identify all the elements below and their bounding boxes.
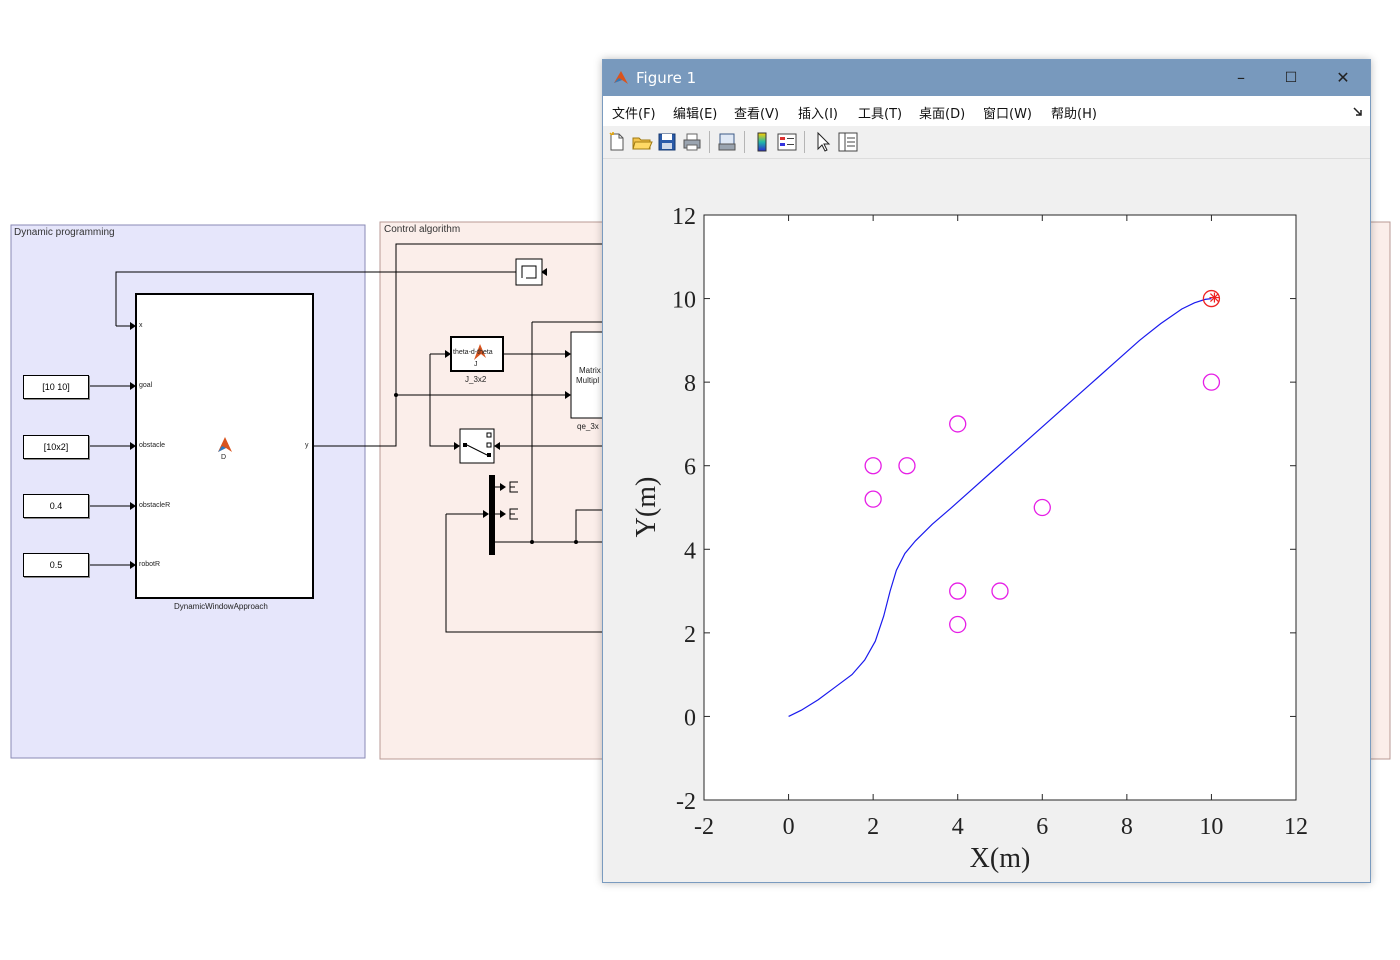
- obstacle-marker: [949, 582, 967, 600]
- constant-obstacleR-value: 0.4: [49, 501, 63, 511]
- minimize-button[interactable]: –: [1237, 68, 1245, 87]
- x-tick-label: 10: [1199, 814, 1223, 840]
- memory-block[interactable]: [515, 258, 543, 286]
- close-button[interactable]: ✕: [1336, 68, 1350, 87]
- menu-window[interactable]: 窗口(W): [983, 107, 1032, 122]
- constant-goal-value: [10 10]: [42, 382, 70, 392]
- x-axis-label: X(m): [970, 843, 1031, 874]
- y-tick-label: 12: [672, 204, 696, 230]
- dp-area-title: Dynamic programming: [14, 227, 115, 238]
- matrix-block-line1: Matrix: [579, 366, 601, 375]
- obstacle-marker: [898, 457, 916, 475]
- port-robotR: robotR: [139, 561, 161, 568]
- y-tick-label: 0: [684, 705, 696, 731]
- x-tick-label: -2: [694, 814, 714, 840]
- menu-view[interactable]: 查看(V): [734, 107, 780, 122]
- y-axis-label: Y(m): [631, 477, 662, 538]
- toolbar-separator: [744, 131, 745, 153]
- control-area-title: Control algorithm: [384, 224, 461, 235]
- y-tick-label: 2: [684, 622, 696, 648]
- pointer-icon[interactable]: [812, 131, 834, 153]
- constant-goal[interactable]: [10 10]: [23, 375, 89, 399]
- window-title: Figure 1: [636, 69, 697, 87]
- obstacle-marker: [949, 615, 967, 634]
- goal-marker: [1202, 289, 1221, 308]
- port-goal: goal: [139, 382, 153, 389]
- figure-window[interactable]: Figure 1 – ☐ ✕ 文件(F) 编辑(E) 查看(V) 插入(I) 工…: [602, 59, 1371, 883]
- trajectory-plot[interactable]: -2 0 2 4 6 8 10 12 -2 0 2 4 6 8 10 12 X(m) Y(m): [603, 159, 1370, 881]
- obstacle-marker: [864, 490, 882, 508]
- constant-obstacle-value: [10x2]: [43, 442, 69, 452]
- open-folder-icon[interactable]: [631, 131, 653, 153]
- matrix-block-line2: Multipl: [576, 376, 600, 385]
- port-obstacle: obstacle: [139, 442, 166, 449]
- j-block-inner-label: theta-d-theta: [453, 349, 493, 356]
- matlab-logo-icon: [614, 71, 628, 84]
- robot-position-marker: [1209, 292, 1220, 303]
- obstacle-marker: [1033, 498, 1051, 517]
- x-tick-label: 0: [783, 814, 795, 840]
- constant-obstacle[interactable]: [10x2]: [23, 435, 89, 459]
- toolbar-separator: [709, 131, 710, 153]
- menu-tools[interactable]: 工具(T): [858, 107, 903, 122]
- constant-obstacleR[interactable]: 0.4: [23, 494, 89, 518]
- obstacle-marker: [991, 582, 1009, 600]
- obstacle-marker: [864, 457, 882, 475]
- print-icon[interactable]: [681, 131, 703, 153]
- x-tick-label: 2: [867, 814, 879, 840]
- axes-box[interactable]: [703, 214, 1297, 801]
- menu-desktop[interactable]: 桌面(D): [919, 107, 966, 122]
- y-tick-label: -2: [676, 789, 696, 815]
- legend-icon[interactable]: [776, 131, 798, 153]
- port-y: y: [305, 442, 309, 449]
- menu-bar: 文件(F) 编辑(E) 查看(V) 插入(I) 工具(T) 桌面(D) 窗口(W…: [603, 96, 1370, 126]
- trajectory-line: [788, 298, 1212, 717]
- menu-help[interactable]: 帮助(H): [1051, 107, 1097, 122]
- y-tick-label: 8: [684, 371, 696, 397]
- property-inspector-icon[interactable]: [837, 131, 859, 153]
- save-icon[interactable]: [656, 131, 678, 153]
- menu-insert[interactable]: 插入(I): [798, 107, 838, 122]
- obstacle-marker: [949, 415, 967, 433]
- x-tick-label: 4: [952, 814, 964, 840]
- new-file-icon[interactable]: [606, 131, 628, 153]
- menu-file[interactable]: 文件(F): [612, 107, 656, 122]
- y-tick-label: 6: [684, 455, 696, 481]
- toolbar-separator: [804, 131, 805, 153]
- dwa-icon-label: D: [221, 454, 227, 461]
- port-obstacleR: obstacleR: [139, 502, 171, 509]
- matrix-block-name: qe_3x: [577, 422, 599, 431]
- y-tick-label: 10: [672, 288, 696, 314]
- colorbar-icon[interactable]: [751, 131, 773, 153]
- maximize-button[interactable]: ☐: [1284, 70, 1298, 86]
- dwa-block-name: DynamicWindowApproach: [174, 602, 268, 611]
- menu-edit[interactable]: 编辑(E): [673, 107, 718, 122]
- demux-block[interactable]: [489, 475, 495, 555]
- y-tick-label: 4: [684, 538, 696, 564]
- constant-robotR-value: 0.5: [49, 560, 63, 570]
- j-block-name: J_3x2: [465, 375, 487, 384]
- toolbar: [603, 126, 1370, 159]
- x-tick-label: 8: [1121, 814, 1133, 840]
- j-block-sub-label: J: [474, 361, 478, 368]
- constant-robotR[interactable]: 0.5: [23, 553, 89, 577]
- x-tick-label: 6: [1036, 814, 1048, 840]
- title-bar[interactable]: Figure 1 – ☐ ✕: [603, 60, 1370, 96]
- dock-arrow-icon[interactable]: [1353, 107, 1363, 117]
- link-plot-icon[interactable]: [716, 131, 738, 153]
- obstacle-marker: [1202, 373, 1221, 391]
- x-tick-label: 12: [1284, 814, 1308, 840]
- port-x: x: [139, 322, 143, 329]
